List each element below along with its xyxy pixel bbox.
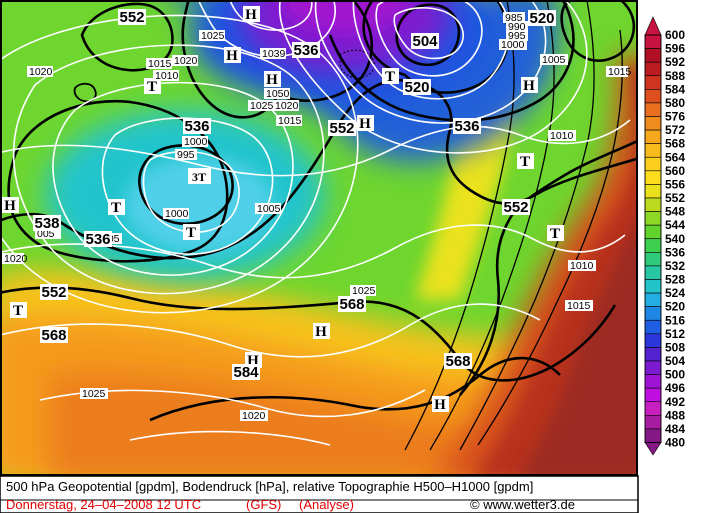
svg-text:568: 568 [41,327,66,344]
svg-text:1015: 1015 [148,58,172,70]
svg-text:580: 580 [665,96,685,110]
svg-text:540: 540 [665,232,685,246]
svg-text:538: 538 [34,215,59,232]
svg-text:504: 504 [412,33,438,50]
svg-text:560: 560 [665,164,685,178]
svg-text:H: H [523,78,535,94]
svg-text:504: 504 [665,354,685,368]
svg-text:488: 488 [665,408,685,422]
svg-text:1050: 1050 [266,88,290,100]
svg-text:520: 520 [404,79,429,96]
svg-text:552: 552 [665,191,685,205]
svg-text:1000: 1000 [165,208,189,220]
svg-text:H: H [4,198,16,214]
svg-text:H: H [434,397,446,413]
svg-text:1005: 1005 [542,54,566,66]
svg-text:596: 596 [665,42,685,56]
svg-text:492: 492 [665,395,685,409]
svg-text:548: 548 [665,205,685,219]
svg-text:536: 536 [665,245,685,259]
svg-text:592: 592 [665,55,685,69]
svg-text:484: 484 [665,422,685,436]
svg-text:T: T [13,303,23,319]
svg-text:552: 552 [119,9,144,26]
svg-text:584: 584 [233,364,259,381]
svg-text:528: 528 [665,273,685,287]
svg-text:(GFS): (GFS) [246,497,281,512]
svg-text:500 hPa Geopotential [gpdm], B: 500 hPa Geopotential [gpdm], Bodendruck … [6,479,533,494]
svg-text:544: 544 [665,218,685,232]
svg-text:584: 584 [665,82,685,96]
svg-text:1025: 1025 [250,100,274,112]
svg-text:T: T [385,69,395,85]
svg-text:552: 552 [41,284,66,301]
svg-text:520: 520 [529,10,554,27]
svg-text:1020: 1020 [242,410,266,422]
svg-text:512: 512 [665,327,685,341]
svg-text:516: 516 [665,313,685,327]
svg-text:536: 536 [85,231,110,248]
svg-text:576: 576 [665,110,685,124]
svg-text:1010: 1010 [155,70,179,82]
svg-text:552: 552 [329,120,354,137]
svg-text:588: 588 [665,69,685,83]
svg-text:H: H [315,324,327,340]
svg-text:1010: 1010 [550,130,574,142]
svg-text:508: 508 [665,340,685,354]
svg-text:© www.wetter3.de: © www.wetter3.de [470,497,575,512]
svg-text:536: 536 [454,118,479,135]
svg-text:1015: 1015 [608,66,632,78]
svg-text:H: H [359,116,371,132]
svg-text:T: T [111,200,121,216]
svg-text:H: H [226,48,238,64]
svg-text:1015: 1015 [567,300,591,312]
svg-text:556: 556 [665,177,685,191]
svg-text:1020: 1020 [29,66,53,78]
svg-text:1039: 1039 [262,48,286,60]
svg-text:1015: 1015 [278,115,302,127]
svg-text:1020: 1020 [174,55,198,67]
svg-text:H: H [266,72,278,88]
svg-text:Donnerstag, 24–04–2008 12 UTC: Donnerstag, 24–04–2008 12 UTC [6,497,201,512]
svg-text:600: 600 [665,28,685,42]
svg-text:568: 568 [445,353,470,370]
svg-text:572: 572 [665,123,685,137]
svg-text:995: 995 [177,149,195,161]
svg-text:T: T [550,226,560,242]
svg-text:(Analyse): (Analyse) [299,497,354,512]
svg-text:520: 520 [665,300,685,314]
svg-text:3T: 3T [192,170,206,184]
svg-text:480: 480 [665,436,685,450]
svg-text:536: 536 [293,42,318,59]
svg-text:1020: 1020 [275,100,299,112]
svg-text:T: T [186,225,196,241]
svg-text:552: 552 [503,199,528,216]
svg-text:T: T [520,154,530,170]
svg-text:1000: 1000 [184,136,208,148]
svg-text:1025: 1025 [82,388,106,400]
svg-text:496: 496 [665,381,685,395]
svg-text:H: H [245,7,257,23]
svg-text:1020: 1020 [4,253,28,265]
svg-text:568: 568 [339,296,364,313]
svg-text:1000: 1000 [501,39,525,51]
svg-text:1010: 1010 [570,260,594,272]
svg-text:536: 536 [184,118,209,135]
svg-text:564: 564 [665,150,685,164]
svg-text:532: 532 [665,259,685,273]
svg-text:568: 568 [665,137,685,151]
svg-text:1025: 1025 [201,30,225,42]
svg-text:1005: 1005 [257,203,281,215]
svg-text:500: 500 [665,368,685,382]
svg-text:524: 524 [665,286,685,300]
